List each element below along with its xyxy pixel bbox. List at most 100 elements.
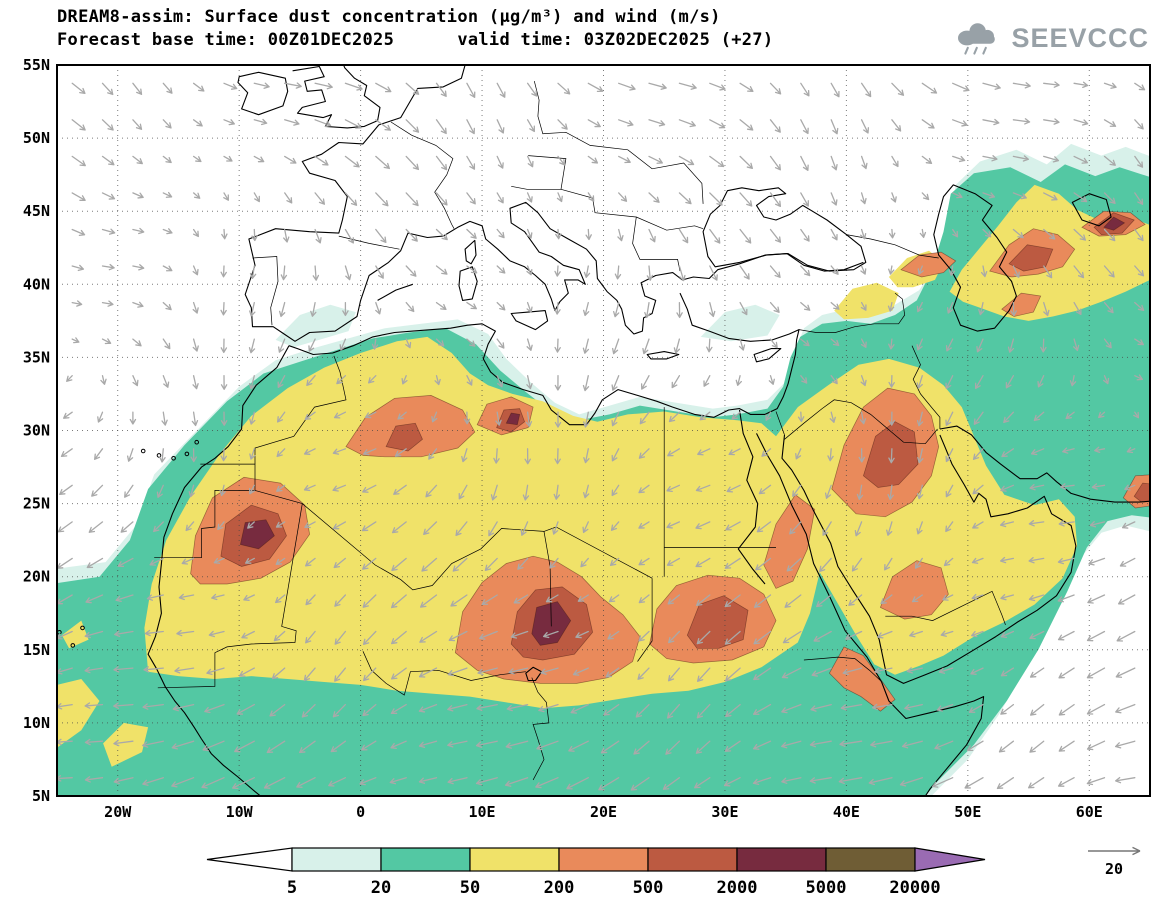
wind-arrow (667, 667, 681, 682)
wind-arrow (1086, 667, 1106, 679)
wind-arrow (479, 630, 498, 640)
wind-arrow (239, 667, 255, 677)
wind-arrow (648, 155, 663, 164)
wind-arrow (1028, 594, 1045, 602)
dust-fill-layer (57, 143, 1150, 796)
wind-arrow (723, 777, 741, 787)
colorbar-label: 50 (460, 878, 480, 898)
border-line (252, 256, 279, 326)
wind-arrow (1089, 521, 1106, 528)
wind-arrow (1007, 338, 1015, 353)
wind-arrow (249, 484, 255, 495)
wind-arrow (617, 228, 624, 242)
wind-arrow (393, 484, 407, 495)
wind-arrow (786, 557, 802, 572)
wind-arrow (463, 411, 471, 425)
wind-arrow (887, 484, 894, 501)
wind-arrow (554, 411, 562, 428)
wind-arrow (666, 484, 681, 492)
wind-arrow (800, 338, 810, 347)
wind-arrow (607, 630, 620, 640)
coast-red-sea-african-coast (756, 433, 985, 796)
wind-arrow (132, 264, 145, 271)
wind-arrow (1134, 301, 1145, 311)
wind-arrow (921, 82, 938, 94)
wind-arrow (769, 155, 781, 171)
wind-arrow (232, 777, 255, 790)
seevccc-logo: SEEVCCC (949, 20, 1149, 56)
wind-arrow (739, 192, 753, 207)
wind-arrow (916, 521, 923, 535)
dust-region-50-200 (61, 620, 89, 649)
wind-arrow (964, 777, 984, 789)
wind-arrow (101, 338, 112, 345)
wind-arrow (425, 484, 438, 498)
wind-arrow (724, 557, 741, 569)
wind-arrow (638, 594, 650, 604)
wind-arrow (71, 228, 86, 237)
colorbar-segment (736, 847, 827, 872)
wind-arrow (342, 301, 349, 317)
wind-arrow (178, 593, 195, 601)
wind-arrow (513, 594, 529, 604)
wind-arrow (644, 301, 651, 319)
wind-arrow (810, 703, 832, 712)
wind-arrow (917, 448, 924, 464)
wind-arrow (248, 338, 256, 354)
wind-arrow (142, 703, 164, 710)
wind-arrow (694, 777, 711, 789)
wind-arrow (800, 82, 810, 97)
wind-arrow (945, 411, 954, 426)
coast-sardinia (458, 266, 478, 301)
wind-arrow (423, 521, 438, 535)
wind-arrow (809, 777, 832, 784)
wind-arrow (271, 667, 286, 680)
wind-arrow (1062, 447, 1075, 454)
wind-arrow (830, 82, 840, 98)
wind-arrow (192, 228, 199, 238)
wind-arrow (816, 594, 832, 608)
wind-arrow (221, 228, 228, 240)
wind-arrow (1029, 740, 1045, 753)
wind-arrow (916, 338, 923, 351)
wind-arrow (611, 484, 620, 497)
wind-arrow (394, 448, 407, 457)
coastline-layer (57, 65, 1150, 796)
wind-arrow (223, 155, 233, 162)
island-dot (80, 625, 85, 631)
wind-arrow (1028, 556, 1045, 564)
border-line (254, 355, 347, 465)
wind-arrow (709, 155, 725, 168)
wind-arrow (1086, 703, 1106, 715)
colorbar-arrow-right (914, 847, 986, 872)
wind-arrow (709, 301, 716, 318)
wind-arrow (972, 484, 984, 495)
wind-arrow (549, 557, 559, 569)
wind-arrow (696, 594, 711, 606)
wind-arrow (71, 155, 86, 167)
wind-arrow (554, 375, 562, 391)
wind-arrow (678, 265, 686, 282)
wind-arrow (120, 521, 134, 533)
wind-arrow (888, 228, 896, 239)
wind-arrow (1115, 776, 1136, 784)
wind-arrow (888, 375, 895, 388)
wind-arrow (859, 411, 867, 425)
wind-arrow (162, 191, 173, 198)
wind-arrow (982, 228, 992, 238)
wind-arrow (666, 521, 681, 529)
wind-arrow (113, 739, 134, 747)
lon-tick-label: 40E (833, 803, 860, 821)
wind-arrow (344, 82, 363, 91)
coast-arabian-peninsula (781, 434, 1077, 684)
wind-arrow (375, 228, 387, 243)
wind-arrow (998, 740, 1015, 753)
coast-crete (646, 351, 680, 360)
wind-arrow (249, 301, 256, 317)
wind-arrow (888, 265, 895, 275)
wind-arrow (328, 777, 347, 787)
wind-arrow (557, 155, 566, 166)
wind-arrow (127, 448, 134, 462)
wind-arrow (339, 338, 347, 351)
